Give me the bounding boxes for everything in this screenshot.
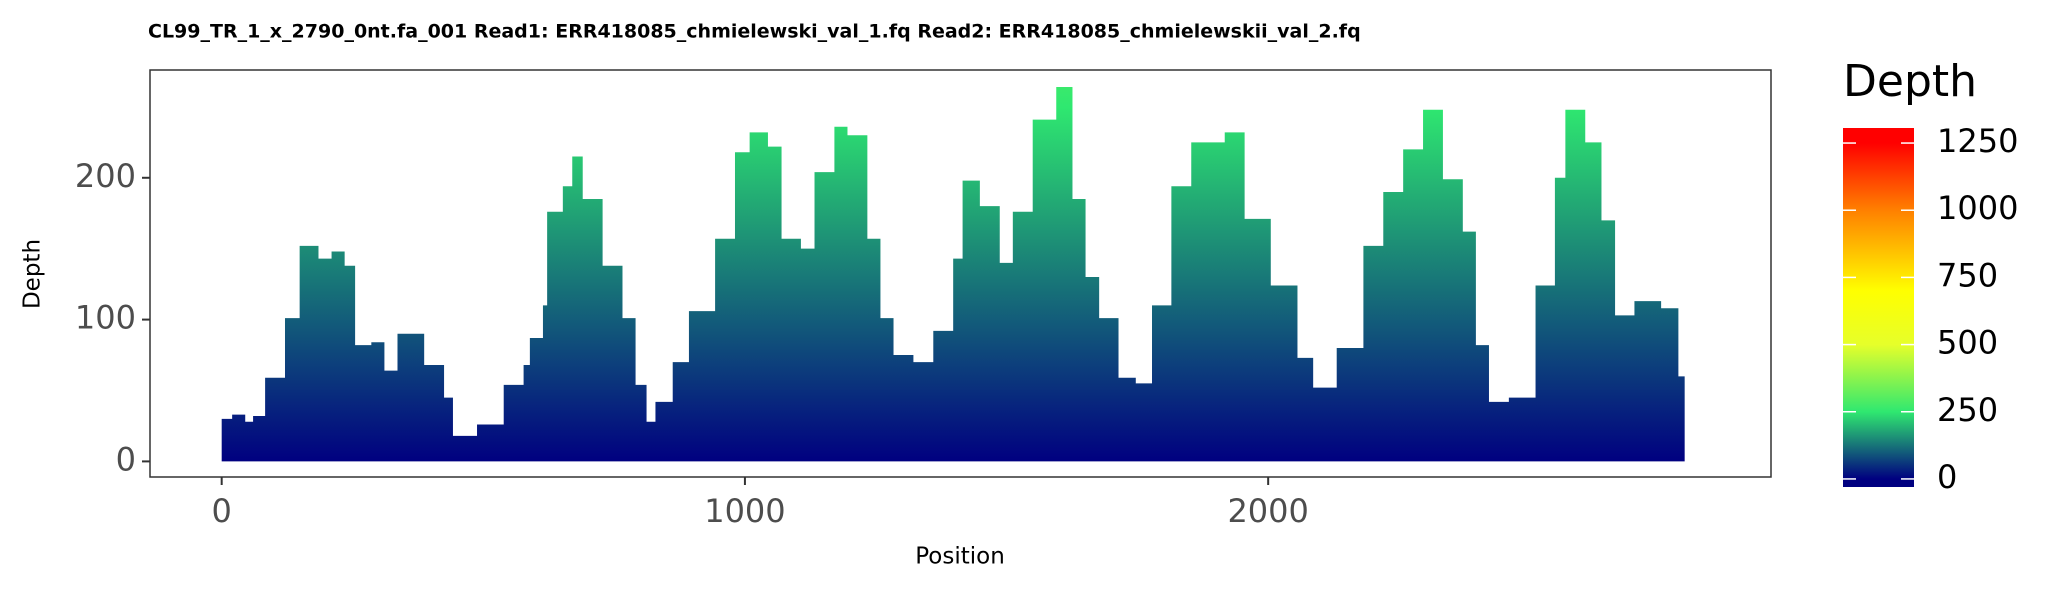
colorbar-tick-label: 500 [1937, 324, 1998, 362]
x-axis-label: Position [915, 544, 1005, 570]
colorbar-tick-label: 1250 [1937, 122, 2018, 160]
colorbar-tick-label: 250 [1937, 391, 1998, 429]
coverage-area [221, 87, 1685, 462]
colorbar-tick-label: 750 [1937, 256, 1998, 294]
y-tick-label: 200 [75, 157, 136, 195]
colorbar [1843, 128, 1914, 487]
y-tick-label: 0 [116, 440, 136, 478]
colorbar-tick-label: 0 [1937, 458, 1957, 496]
legend-title: Depth [1843, 56, 1977, 107]
panel-border [149, 69, 1772, 478]
chart-title: CL99_TR_1_x_2790_0nt.fa_001 Read1: ERR41… [148, 21, 1361, 43]
x-tick-label: 0 [212, 492, 232, 530]
x-tick-label: 1000 [704, 492, 785, 530]
y-tick-label: 100 [75, 299, 136, 337]
colorbar-tick-label: 1000 [1937, 189, 2018, 227]
y-axis-label: Depth [20, 239, 46, 309]
x-tick-label: 2000 [1227, 492, 1308, 530]
